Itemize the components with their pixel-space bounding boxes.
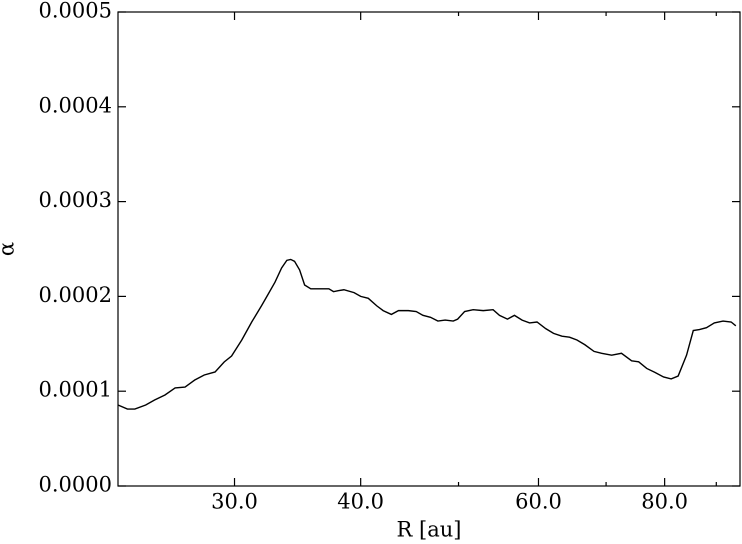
y-tick-label: 0.0000 <box>39 473 112 497</box>
x-axis-label: R [au] <box>397 518 462 542</box>
x-tick-label: 60.0 <box>515 490 562 514</box>
data-line <box>117 258 737 410</box>
x-tick-label: 30.0 <box>211 490 258 514</box>
y-tick-label: 0.0004 <box>39 93 112 117</box>
y-tick-label: 0.0001 <box>39 378 112 402</box>
y-axis-label: α <box>0 242 19 256</box>
x-tick-label: 40.0 <box>337 490 384 514</box>
y-tick-label: 0.0003 <box>39 188 112 212</box>
y-tick-label: 0.0002 <box>39 283 112 307</box>
plot-frame <box>117 11 741 487</box>
x-tick-label: 80.0 <box>641 490 688 514</box>
y-tick-label: 0.0005 <box>39 0 112 23</box>
